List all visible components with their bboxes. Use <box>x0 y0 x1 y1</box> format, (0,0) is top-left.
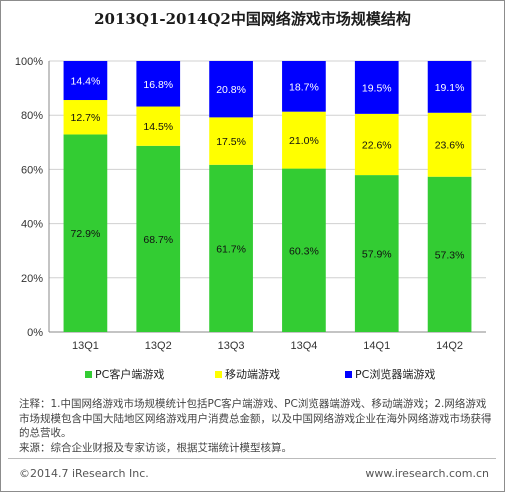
legend-swatch-pc-browser <box>345 370 352 378</box>
stacked-bar-chart: 0% 20% 40% 60% 80% 100% 72.9% 12.7% 14.4% 13Q1 68.… <box>15 56 486 352</box>
data-label: 21.0% <box>289 135 319 147</box>
chart-title: 2013Q1-2014Q2中国网络游戏市场规模结构 <box>94 10 411 28</box>
bar-segment <box>354 61 399 114</box>
x-tick-label: 14Q1 <box>363 340 390 352</box>
bar-segment <box>136 106 181 146</box>
bar-segment <box>63 134 108 332</box>
legend-swatch-pc-client <box>85 370 92 378</box>
legend-swatch-mobile <box>215 370 222 378</box>
bar-segment <box>209 117 253 165</box>
data-label: 16.8% <box>143 79 173 91</box>
bar-segment <box>63 100 108 135</box>
data-label: 57.3% <box>435 249 465 261</box>
copyright-text: ©2014.7 iResearch Inc. <box>19 467 149 480</box>
bar-segment <box>427 176 472 332</box>
legend-item-pc-browser: PC浏览器端游戏 <box>345 366 435 382</box>
bar-segment <box>354 175 399 332</box>
data-label: 20.8% <box>216 84 246 96</box>
data-label: 12.7% <box>71 112 101 124</box>
bar-segment <box>354 113 399 176</box>
bar-segment <box>209 61 253 118</box>
legend-label-pc-client: PC客户端游戏 <box>95 368 165 381</box>
data-label: 68.7% <box>143 234 173 246</box>
website-link: www.iresearch.com.cn <box>365 467 489 480</box>
legend-item-mobile: 移动端游戏 <box>215 366 280 382</box>
bar-segment <box>427 61 472 113</box>
y-tick-label: 20% <box>21 273 43 285</box>
data-label: 14.5% <box>143 121 173 133</box>
legend: PC客户端游戏 移动端游戏 PC浏览器端游戏 <box>70 366 500 384</box>
bar-segment <box>209 164 253 332</box>
x-tick-label: 14Q2 <box>436 340 463 352</box>
y-tick-label: 100% <box>15 56 43 68</box>
footer-divider <box>8 458 496 459</box>
x-tick-label: 13Q2 <box>145 340 172 352</box>
data-label: 18.7% <box>289 81 319 93</box>
x-tick-label: 13Q4 <box>290 340 317 352</box>
chart-source: 来源：综合企业财报及专家访谈，根据艾瑞统计模型核算。 <box>19 442 292 454</box>
bar-segment <box>282 111 326 169</box>
legend-label-mobile: 移动端游戏 <box>225 368 280 381</box>
legend-label-pc-browser: PC浏览器端游戏 <box>355 368 436 381</box>
bar-segment <box>282 61 326 112</box>
data-label: 23.6% <box>435 140 465 152</box>
chart-note: 注释：1.中国网络游戏市场规模统计包括PC客户端游戏、PC浏览器端游戏、移动端游… <box>19 398 492 439</box>
data-label: 72.9% <box>71 228 101 240</box>
y-tick-label: 0% <box>27 327 43 339</box>
y-tick-label: 60% <box>21 164 43 176</box>
data-label: 61.7% <box>216 243 246 255</box>
data-label: 19.1% <box>435 82 465 94</box>
bar-segment <box>427 112 472 177</box>
data-label: 57.9% <box>362 249 392 261</box>
bar-segment <box>282 168 326 332</box>
y-tick-label: 40% <box>21 219 43 231</box>
x-tick-label: 13Q3 <box>218 340 245 352</box>
data-label: 17.5% <box>216 136 246 148</box>
data-label: 22.6% <box>362 139 392 151</box>
data-label: 19.5% <box>362 82 392 94</box>
y-tick-label: 80% <box>21 110 43 122</box>
bar-segment <box>63 61 108 101</box>
data-label: 60.3% <box>289 245 319 257</box>
bar-segment <box>136 61 181 107</box>
x-tick-label: 13Q1 <box>72 340 99 352</box>
data-label: 14.4% <box>71 76 101 88</box>
bar-segment <box>136 145 181 332</box>
legend-item-pc-client: PC客户端游戏 <box>85 366 164 382</box>
